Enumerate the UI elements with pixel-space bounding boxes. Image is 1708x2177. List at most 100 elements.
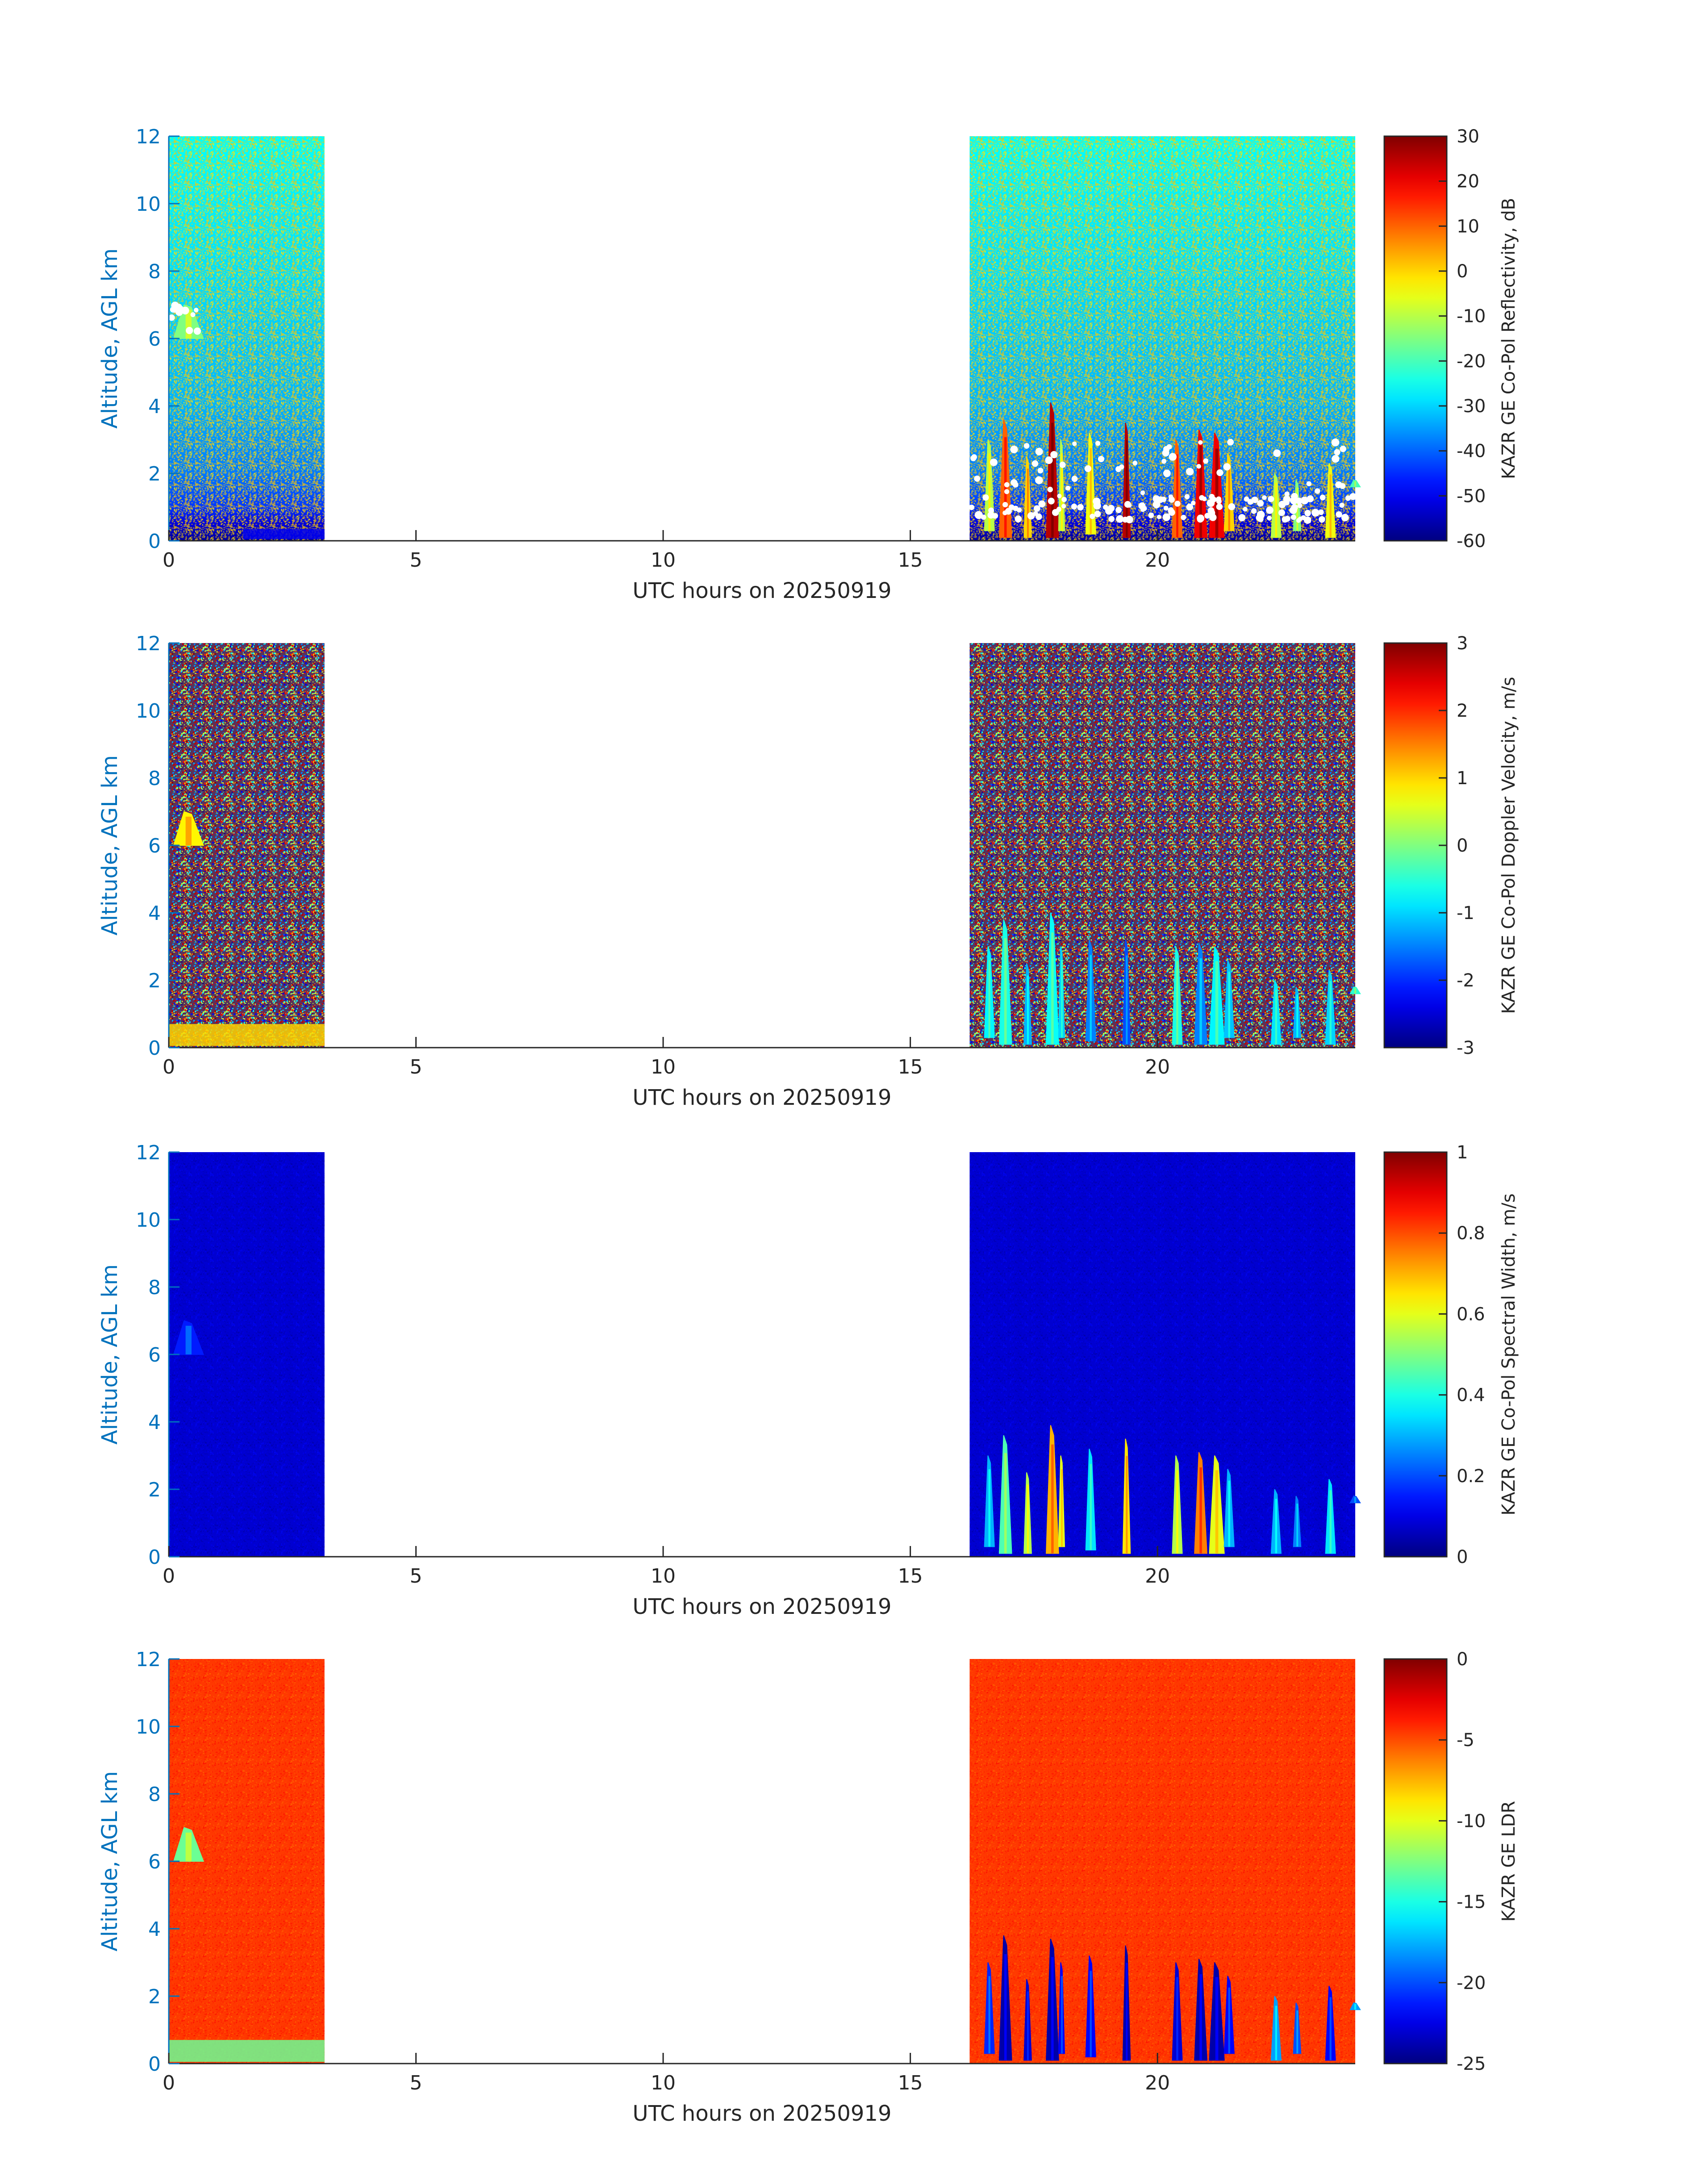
colorbar-tick-label: 1 xyxy=(1457,768,1468,789)
echo-core xyxy=(1275,2006,1278,2060)
y-tick-label: 8 xyxy=(148,260,161,283)
colorbar-tick-label: 20 xyxy=(1457,171,1479,192)
cloud-base-marker xyxy=(1256,514,1262,521)
cloud-base-marker xyxy=(1283,499,1290,506)
y-tick-label: 12 xyxy=(136,1648,161,1671)
cloud-base-marker xyxy=(1297,503,1303,508)
cloud-base-marker xyxy=(177,307,183,312)
cloud-base-marker xyxy=(1027,512,1035,520)
cloud-base-marker xyxy=(1304,516,1311,524)
cloud-base-marker xyxy=(1108,516,1115,522)
cloud-base-marker xyxy=(1098,455,1105,463)
near-surface-layer xyxy=(169,2040,325,2062)
cloud-base-marker xyxy=(1339,483,1346,489)
cloud-base-marker xyxy=(1291,504,1298,511)
echo-core xyxy=(1296,1504,1299,1547)
cloud-base-marker xyxy=(1284,491,1290,497)
cloud-base-marker xyxy=(1163,469,1171,477)
radar-panel-1: 0 5 10 15 20 0 2 4 6 8 10 12 UTC hours on 20250919 Al… xyxy=(97,125,1519,603)
colorbar-tick-label: 1 xyxy=(1457,1142,1468,1163)
cloud-base-marker xyxy=(1038,500,1046,508)
echo-core xyxy=(1354,481,1357,487)
echo-core xyxy=(1051,422,1054,538)
colorbar-tick-label: -10 xyxy=(1457,1811,1486,1831)
echo-core xyxy=(1199,1467,1202,1554)
y-tick-label: 0 xyxy=(148,1546,161,1569)
cloud-base-marker xyxy=(1057,493,1062,498)
colorbar-tick-label: 0 xyxy=(1457,1547,1468,1567)
cloud-base-marker xyxy=(1116,515,1124,523)
x-tick-label: 20 xyxy=(1145,1565,1170,1588)
cloud-base-marker xyxy=(1093,497,1101,506)
echo-core xyxy=(1061,1976,1063,2054)
x-tick-label: 10 xyxy=(651,2072,676,2094)
colorbar-tick-label: 3 xyxy=(1457,633,1468,654)
cloud-base-marker xyxy=(1197,514,1205,522)
y-tick-label: 10 xyxy=(136,700,161,723)
x-axis-label: UTC hours on 20250919 xyxy=(633,1085,892,1110)
y-tick-label: 10 xyxy=(136,193,161,216)
echo-core xyxy=(1199,446,1202,538)
cloud-base-marker xyxy=(982,494,989,501)
colorbar-tick-label: 10 xyxy=(1457,216,1479,237)
cloud-base-marker xyxy=(1336,511,1342,518)
cloud-base-marker xyxy=(974,475,981,482)
cloud-base-marker xyxy=(1186,503,1194,511)
x-tick-label: 5 xyxy=(410,2072,422,2094)
cloud-base-marker xyxy=(1278,509,1285,516)
colorbar-tick-label: 30 xyxy=(1457,126,1479,147)
cloud-base-marker xyxy=(1300,496,1309,505)
cloud-base-marker xyxy=(1181,514,1186,520)
cloud-base-marker xyxy=(1298,516,1303,521)
colorbar: -3 -2 -1 0 1 2 3 KAZR GE Co-Pol Doppler Velocit… xyxy=(1383,633,1519,1058)
cloud-base-marker xyxy=(1090,514,1095,519)
cloud-base-marker xyxy=(1163,446,1170,452)
echo-core xyxy=(988,1469,990,1547)
cloud-base-marker xyxy=(974,511,983,519)
cloud-base-marker xyxy=(1318,509,1324,515)
cloud-base-marker xyxy=(1050,451,1058,459)
y-axis-label: Altitude, AGL km xyxy=(97,248,122,429)
colorbar-tick-label: -60 xyxy=(1457,531,1486,552)
data-segment-texture xyxy=(969,1659,1355,2064)
cloud-base-marker xyxy=(1169,453,1177,461)
cloud-base-marker xyxy=(1115,507,1122,514)
colorbar-tick-label: 0.2 xyxy=(1457,1466,1485,1487)
echo-core xyxy=(988,453,990,531)
cloud-base-marker xyxy=(1266,506,1274,514)
y-tick-label: 2 xyxy=(148,1479,161,1501)
cloud-base-marker xyxy=(1216,498,1222,504)
cloud-base-marker xyxy=(1319,516,1325,523)
colorbar-tick-label: -20 xyxy=(1457,351,1486,372)
cloud-base-marker xyxy=(1061,497,1067,502)
cloud-base-marker xyxy=(1291,493,1298,500)
cloud-base-marker xyxy=(1227,439,1234,446)
cloud-base-marker xyxy=(987,511,995,519)
echo-core xyxy=(1275,1499,1278,1554)
cloud-base-marker xyxy=(1094,510,1101,518)
cloud-base-marker xyxy=(1174,501,1181,507)
colorbar-tick-label: -25 xyxy=(1457,2054,1486,2074)
cloud-base-marker xyxy=(1084,465,1092,472)
echo-core xyxy=(1215,1470,1219,1554)
colorbar-tick-label: 0 xyxy=(1457,836,1468,856)
cloud-base-marker xyxy=(1071,476,1078,482)
x-tick-label: 20 xyxy=(1145,2072,1170,2094)
y-tick-label: 12 xyxy=(136,125,161,148)
echo-core xyxy=(1061,1469,1063,1547)
echo-core xyxy=(1176,1470,1178,1554)
cloud-base-marker xyxy=(1268,496,1274,502)
echo-core xyxy=(1051,1444,1054,1554)
colorbar: -25 -20 -15 -10 -5 0 KAZR GE LDR xyxy=(1383,1649,1519,2074)
cloud-base-marker xyxy=(1033,505,1040,512)
cloud-base-marker xyxy=(1186,468,1194,476)
colorbar-tick-label: -30 xyxy=(1457,396,1486,417)
cloud-base-marker xyxy=(1002,502,1008,508)
echo-core xyxy=(1329,474,1332,538)
colorbar-tick-label: 0.4 xyxy=(1457,1385,1485,1406)
cloud-base-marker xyxy=(1251,508,1257,514)
cloud-base-marker xyxy=(1008,504,1015,510)
colorbar-tick-label: -20 xyxy=(1457,1973,1486,1993)
echo-core xyxy=(1228,464,1230,531)
